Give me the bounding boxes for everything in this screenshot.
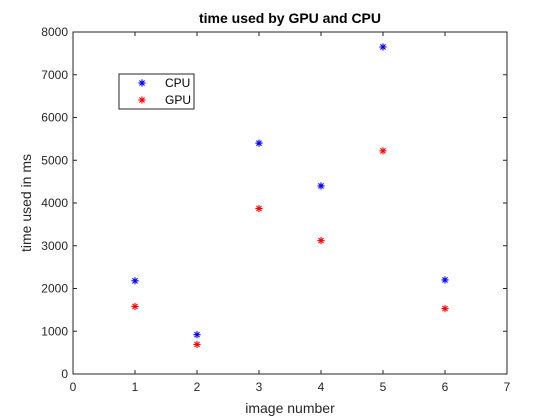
tick-labels: 0 1 2 3 4 5 6 7 0 1000 2000 3000 4000 5000 6000 7000 800… <box>41 25 510 394</box>
y-tick-label: 8000 <box>41 25 68 39</box>
cpu-data-point <box>131 277 139 285</box>
x-axis-label: image number <box>245 400 335 416</box>
gpu-data-point <box>379 147 387 155</box>
chart-title: time used by GPU and CPU <box>199 10 381 26</box>
x-tick-label: 2 <box>194 380 201 394</box>
cpu-data-point <box>317 182 325 190</box>
cpu-data-point <box>379 43 387 51</box>
y-tick-label: 1000 <box>41 324 68 338</box>
gpu-data-point <box>255 204 263 213</box>
x-tick-label: 3 <box>256 380 263 394</box>
legend-label-gpu: GPU <box>165 93 191 107</box>
y-tick-label: 3000 <box>41 239 68 253</box>
y-tick-label: 5000 <box>41 153 68 167</box>
y-tick-label: 7000 <box>41 68 68 82</box>
legend-label-cpu: CPU <box>165 76 190 90</box>
gpu-data-point <box>131 302 139 311</box>
y-tick-label: 6000 <box>41 111 68 125</box>
x-tick-label: 4 <box>318 380 325 394</box>
cpu-data-point <box>441 276 449 284</box>
x-tick-label: 5 <box>380 380 387 394</box>
axes <box>72 31 508 375</box>
y-axis-label: time used in ms <box>18 154 34 252</box>
gpu-data-point <box>317 237 325 245</box>
x-tick-label: 0 <box>70 380 77 394</box>
data-points <box>131 43 449 349</box>
x-tick-label: 1 <box>132 380 139 394</box>
y-tick-label: 0 <box>61 367 68 381</box>
y-tick-label: 4000 <box>41 196 68 210</box>
x-tick-label: 7 <box>504 380 511 394</box>
cpu-data-point <box>255 139 263 147</box>
legend-marker-cpu <box>138 79 146 87</box>
legend-box <box>118 73 195 110</box>
gpu-data-point <box>441 304 449 313</box>
legend-marker-gpu <box>138 96 146 104</box>
y-tick-label: 2000 <box>41 282 68 296</box>
legend: CPU GPU <box>118 73 195 110</box>
cpu-data-point <box>193 331 201 339</box>
x-tick-label: 6 <box>442 380 449 394</box>
gpu-data-point <box>193 340 201 349</box>
